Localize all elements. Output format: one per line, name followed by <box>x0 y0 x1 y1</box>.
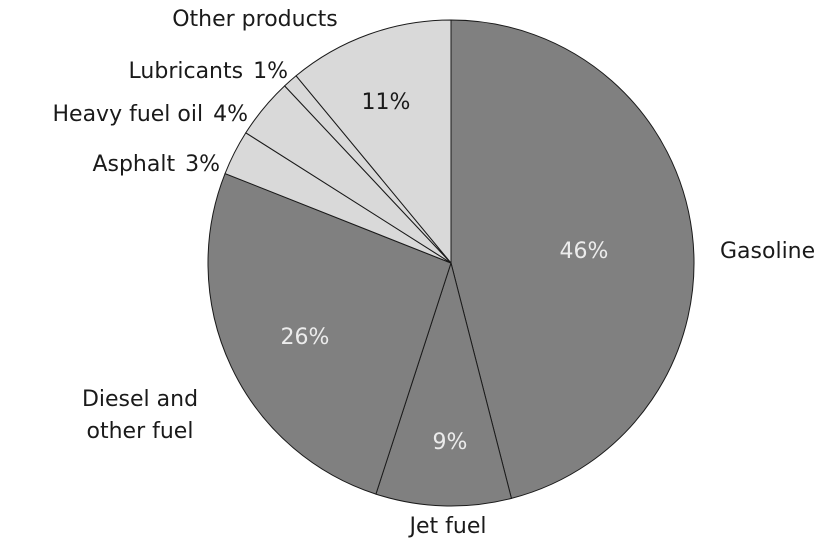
slice-value: 11% <box>362 90 411 115</box>
slice-value: 26% <box>281 325 330 350</box>
slice-name: Gasoline <box>720 239 815 264</box>
slice-value: 1% <box>253 59 288 84</box>
pie-slice <box>375 261 513 507</box>
pie-slice <box>450 19 695 499</box>
slice-name: Asphalt <box>92 152 175 177</box>
slice-name: Jet fuel <box>408 514 487 539</box>
slice-name: Other products <box>172 7 338 32</box>
slice-name: Heavy fuel oil <box>52 102 203 127</box>
slice-value: 4% <box>213 102 248 127</box>
pie-slice <box>207 172 452 495</box>
slice-label: Heavy fuel oil 4% <box>52 102 248 127</box>
slice-label: Asphalt 3% <box>92 152 220 177</box>
slice-value: 9% <box>433 430 468 455</box>
slice-value: 46% <box>560 239 609 264</box>
slice-label: Lubricants 1% <box>129 59 288 84</box>
slice-name: Lubricants <box>129 59 244 84</box>
pie-slice <box>295 19 452 265</box>
slice-value: 3% <box>185 152 220 177</box>
slice-name: Diesel and other fuel <box>81 387 199 444</box>
